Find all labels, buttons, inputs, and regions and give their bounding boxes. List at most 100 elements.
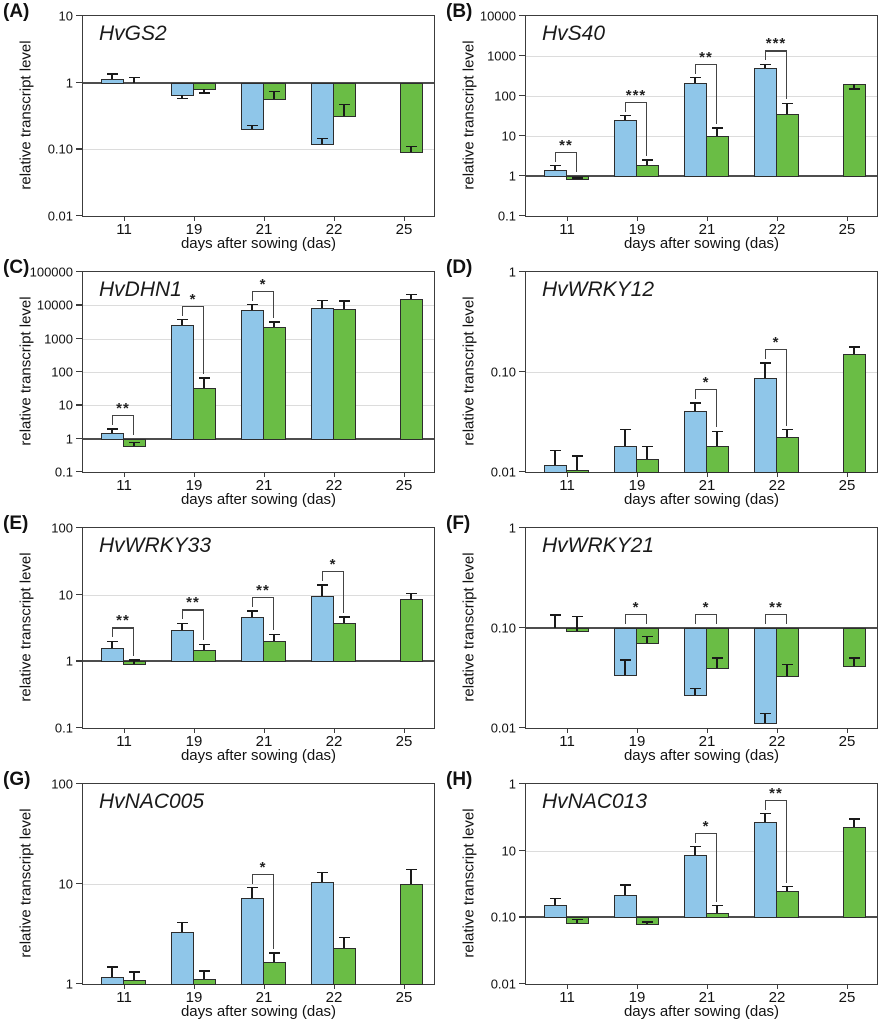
sig-stars: **: [256, 581, 270, 599]
x-tick-label: 21: [698, 733, 716, 750]
error-bar-cap: [338, 103, 350, 106]
error-bar-cap: [338, 937, 350, 939]
bar-green-19das: [635, 458, 659, 473]
x-axis-title: days after sowing (das): [180, 1003, 337, 1020]
error-bar-cap: [781, 428, 793, 431]
x-tick-mark: [263, 729, 265, 733]
error-bar-cap: [619, 659, 631, 661]
error-bar-cap: [246, 124, 258, 126]
y-tick-mark: [76, 404, 82, 406]
plot-area: HvNAC013 * **: [525, 783, 878, 985]
bar-green-19das: [192, 649, 216, 663]
bar-green-25das: [399, 884, 423, 985]
error-bar-cap: [641, 159, 653, 161]
error-bar-cap: [571, 177, 583, 179]
bar-blue-21das: [683, 628, 707, 696]
bar-blue-22das: [753, 378, 777, 473]
y-tick-mark: [519, 15, 525, 17]
bar-blue-21das: [683, 410, 707, 473]
gridline: [526, 56, 877, 57]
error-bar-stem: [786, 886, 788, 892]
error-bar-cap: [711, 904, 723, 907]
x-tick-label: 22: [325, 989, 343, 1006]
sig-bracket-leg: [625, 101, 627, 112]
error-bar-stem: [181, 922, 183, 933]
bar-blue-21das: [240, 82, 264, 131]
error-bar-cap: [759, 63, 771, 65]
x-tick-label: 11: [559, 221, 575, 238]
bar-green-19das: [635, 917, 659, 926]
sig-bracket-leg: [645, 614, 647, 624]
bar-blue-11das: [100, 432, 124, 440]
gene-name: HvNAC013: [542, 790, 648, 813]
y-tick-mark: [519, 849, 525, 851]
error-bar-stem: [624, 885, 626, 896]
error-bar-stem: [181, 623, 183, 630]
error-bar-cap: [571, 919, 583, 921]
y-tick-label: 100000: [29, 264, 73, 280]
sig-stars: ***: [625, 86, 647, 104]
x-tick-mark: [846, 473, 848, 477]
bar-blue-11das: [543, 465, 567, 473]
x-tick-label: 19: [628, 989, 646, 1006]
error-bar-cap: [338, 616, 350, 618]
error-bar-stem: [786, 664, 788, 677]
x-tick-mark: [123, 985, 125, 989]
bar-green-22das: [332, 947, 356, 985]
sig-stars: *: [189, 290, 197, 308]
x-tick-label: 25: [838, 221, 856, 238]
bar-green-22das: [332, 308, 356, 440]
x-tick-label: 22: [325, 221, 343, 238]
x-tick-mark: [636, 473, 638, 477]
x-tick-label: 22: [768, 733, 786, 750]
x-tick-mark: [333, 473, 335, 477]
sig-stars: *: [702, 817, 710, 835]
x-tick-mark: [263, 217, 265, 221]
x-tick-label: 19: [185, 477, 203, 494]
error-bar-cap: [198, 92, 210, 94]
bar-blue-11das: [100, 647, 124, 663]
error-bar-cap: [711, 657, 723, 659]
sig-bracket: [182, 305, 204, 308]
bar-blue-19das: [613, 628, 637, 676]
error-bar-cap: [405, 145, 417, 148]
error-bar-stem: [251, 887, 253, 898]
sig-bracket-leg: [202, 609, 204, 641]
panel-label: (D): [446, 257, 473, 278]
y-tick-mark: [519, 527, 525, 529]
bar-green-22das: [775, 891, 799, 919]
sig-bracket-leg: [132, 414, 134, 435]
error-bar-cap: [405, 293, 417, 296]
y-tick-label: 1: [508, 264, 516, 280]
sig-bracket-leg: [272, 873, 274, 949]
x-tick-label: 11: [559, 989, 575, 1006]
y-tick-label: 10000: [479, 8, 516, 24]
bar-blue-19das: [170, 629, 194, 663]
sig-bracket: [765, 614, 787, 616]
y-tick-label: 1: [508, 776, 516, 792]
panel-C: (C) relative transcript level HvDHN1 ** * * 10…: [0, 256, 443, 512]
error-bar-cap: [246, 886, 258, 889]
y-tick-label: 1: [65, 653, 73, 669]
error-bar-stem: [273, 321, 275, 327]
bar-blue-21das: [683, 855, 707, 919]
plot-area: HvNAC005 *: [82, 783, 435, 985]
y-tick-mark: [519, 727, 525, 729]
plot-area: HvGS2: [82, 15, 435, 217]
error-bar-stem: [554, 165, 556, 171]
sig-bracket-leg: [765, 614, 767, 624]
y-tick-label: 10: [501, 843, 516, 859]
error-bar-stem: [764, 363, 766, 379]
error-bar-stem: [646, 160, 648, 165]
sig-stars: **: [186, 594, 200, 612]
error-bar-cap: [106, 73, 118, 75]
error-bar-cap: [198, 377, 210, 379]
bar-green-21das: [705, 446, 729, 473]
x-tick-label: 25: [395, 733, 413, 750]
bar-green-22das: [775, 628, 799, 678]
y-tick-label: 10: [58, 397, 73, 413]
x-tick-mark: [846, 217, 848, 221]
error-bar-stem: [251, 304, 253, 311]
y-tick-label: 0.01: [47, 208, 73, 224]
bar-green-19das: [192, 388, 216, 440]
